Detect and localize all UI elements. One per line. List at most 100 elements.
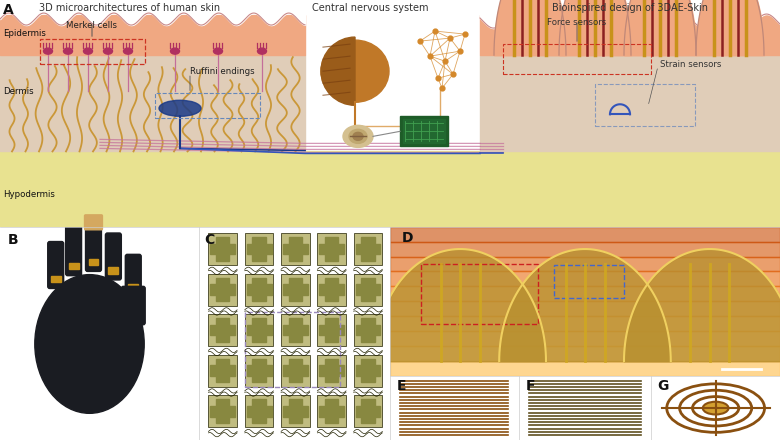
Bar (356, 406, 381, 417)
Bar (216, 400, 229, 423)
Bar (253, 400, 266, 423)
Bar (319, 284, 344, 295)
FancyBboxPatch shape (122, 286, 145, 325)
Bar (361, 237, 374, 261)
Bar (361, 359, 374, 382)
Bar (325, 400, 339, 423)
Bar (283, 325, 308, 335)
Point (439, 58, 452, 65)
Text: Merkel cells: Merkel cells (66, 21, 118, 30)
Ellipse shape (353, 132, 363, 140)
FancyBboxPatch shape (208, 355, 237, 387)
Bar (253, 359, 266, 382)
Text: Central nervous system: Central nervous system (312, 3, 428, 13)
Bar (211, 365, 236, 376)
Bar (216, 237, 229, 261)
Bar (289, 400, 302, 423)
Text: 3D microarchitectures of human skin: 3D microarchitectures of human skin (40, 3, 221, 13)
Bar (325, 319, 339, 342)
Text: Ruffini endings: Ruffini endings (190, 67, 254, 76)
FancyBboxPatch shape (353, 233, 382, 265)
FancyBboxPatch shape (281, 355, 310, 387)
Bar (480, 55, 780, 151)
Point (447, 71, 459, 78)
Ellipse shape (214, 48, 222, 54)
Point (436, 85, 448, 92)
Bar (283, 365, 308, 376)
Bar (216, 359, 229, 382)
Bar (211, 244, 236, 254)
FancyBboxPatch shape (105, 233, 122, 280)
Bar (211, 325, 236, 335)
Ellipse shape (349, 129, 367, 143)
FancyBboxPatch shape (281, 274, 310, 305)
Ellipse shape (171, 48, 179, 54)
FancyBboxPatch shape (84, 215, 102, 230)
FancyBboxPatch shape (245, 395, 274, 427)
Bar (480, 15, 780, 55)
FancyBboxPatch shape (48, 242, 64, 289)
Text: F: F (526, 379, 535, 393)
Ellipse shape (343, 125, 373, 147)
Bar (325, 278, 339, 301)
Bar (0, 151, 780, 227)
Bar (51, 276, 61, 282)
Bar (246, 406, 271, 417)
Text: E: E (396, 379, 406, 393)
Text: Force sensors: Force sensors (548, 18, 607, 27)
FancyBboxPatch shape (245, 274, 274, 305)
FancyBboxPatch shape (353, 355, 382, 387)
Wedge shape (321, 37, 355, 105)
Ellipse shape (35, 275, 144, 413)
Bar (246, 325, 271, 335)
Bar (253, 319, 266, 342)
Bar (325, 237, 339, 261)
Text: B: B (8, 233, 19, 247)
Point (413, 37, 426, 44)
Point (424, 53, 436, 60)
Ellipse shape (44, 48, 52, 54)
Text: G: G (658, 379, 669, 393)
Bar (356, 244, 381, 254)
FancyBboxPatch shape (353, 314, 382, 346)
FancyBboxPatch shape (317, 274, 346, 305)
Bar (356, 284, 381, 295)
Bar (283, 284, 308, 295)
Bar (283, 406, 308, 417)
Bar (356, 325, 381, 335)
Bar (246, 244, 271, 254)
Ellipse shape (104, 48, 112, 54)
Bar (216, 278, 229, 301)
Bar (69, 263, 79, 269)
Ellipse shape (83, 48, 93, 54)
Bar (289, 359, 302, 382)
FancyBboxPatch shape (317, 395, 346, 427)
Ellipse shape (321, 40, 389, 102)
Bar (128, 284, 138, 290)
Bar (253, 237, 266, 261)
Bar (319, 244, 344, 254)
FancyBboxPatch shape (245, 233, 274, 265)
Text: A: A (3, 3, 14, 17)
FancyBboxPatch shape (281, 233, 310, 265)
Bar (319, 325, 344, 335)
FancyBboxPatch shape (66, 224, 82, 276)
Text: Dermis: Dermis (3, 87, 34, 96)
Text: Bioinspired design of 3DAE-Skin: Bioinspired design of 3DAE-Skin (552, 3, 708, 13)
FancyBboxPatch shape (245, 314, 274, 346)
FancyBboxPatch shape (317, 233, 346, 265)
Bar (211, 406, 236, 417)
Text: C: C (204, 233, 215, 247)
Bar (325, 359, 339, 382)
Ellipse shape (257, 48, 267, 54)
Point (429, 28, 441, 35)
Bar (356, 365, 381, 376)
Bar (211, 284, 236, 295)
Bar (400, 116, 448, 147)
FancyBboxPatch shape (353, 274, 382, 305)
FancyBboxPatch shape (317, 314, 346, 346)
FancyBboxPatch shape (208, 233, 237, 265)
Bar (246, 365, 271, 376)
Point (459, 30, 471, 37)
Ellipse shape (159, 100, 201, 116)
